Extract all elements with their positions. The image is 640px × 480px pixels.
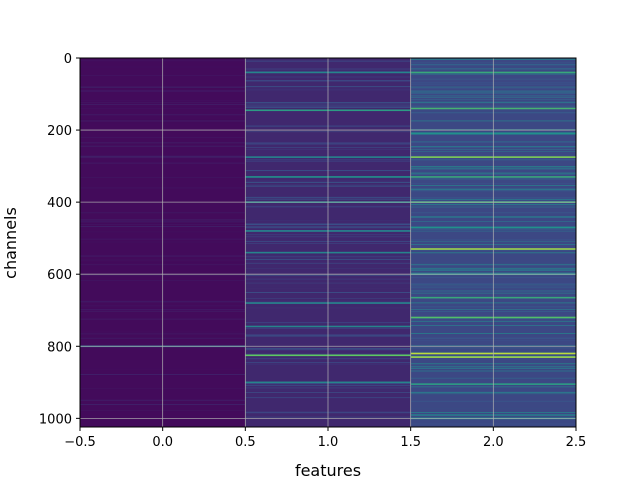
x-tick-label: 1.0: [318, 435, 339, 450]
y-tick-label: 0: [64, 52, 72, 67]
y-axis-ticks: 0 200 400 600 800 1000: [39, 52, 80, 427]
x-axis-ticks: −0.5 0.0 0.5 1.0 1.5 2.0 2.5: [64, 427, 586, 450]
x-tick-label: −0.5: [64, 435, 96, 450]
y-tick-label: 400: [47, 196, 72, 211]
x-axis-label: features: [295, 461, 361, 480]
x-tick-label: 2.5: [566, 435, 587, 450]
y-tick-label: 1000: [39, 412, 72, 427]
x-tick-label: 2.0: [483, 435, 504, 450]
x-tick-label: 0.0: [152, 435, 173, 450]
x-tick-label: 1.5: [400, 435, 421, 450]
y-tick-label: 600: [47, 268, 72, 283]
x-tick-label: 0.5: [235, 435, 256, 450]
y-axis-label: channels: [1, 207, 20, 279]
y-tick-label: 200: [47, 124, 72, 139]
y-tick-label: 800: [47, 340, 72, 355]
